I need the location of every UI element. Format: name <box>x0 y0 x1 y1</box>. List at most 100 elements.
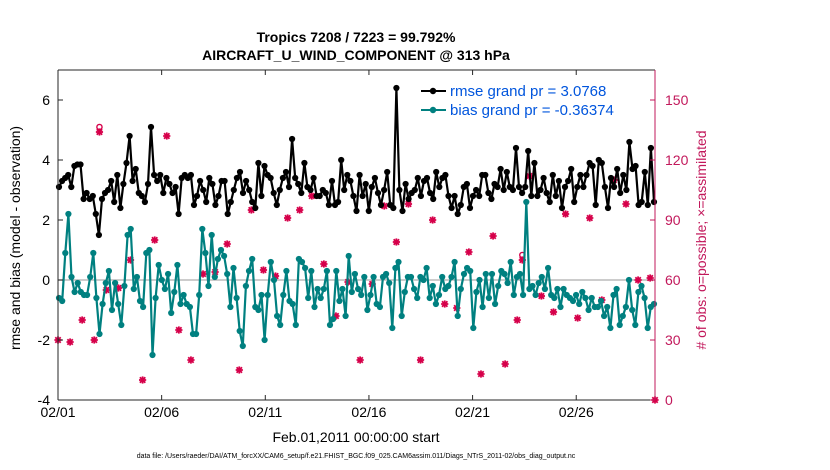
rmse-point <box>500 186 507 194</box>
obs-marker <box>501 360 509 368</box>
rmse-point <box>617 189 624 197</box>
bias-point <box>339 285 346 293</box>
obs-marker <box>356 356 364 364</box>
obs-marker <box>634 276 642 284</box>
rmse-point <box>509 186 516 194</box>
rmse-point <box>565 177 572 185</box>
obs-possible-circle <box>96 123 103 131</box>
bias-point <box>227 303 234 311</box>
bias-point <box>361 273 368 281</box>
rmse-point <box>414 174 421 182</box>
rmse-point <box>347 177 354 185</box>
bias-point <box>386 279 393 287</box>
bias-point <box>569 297 577 305</box>
bias-point <box>470 324 477 332</box>
rmse-point <box>227 198 234 206</box>
rmse-point <box>341 186 348 194</box>
rmse-point <box>123 159 130 167</box>
rmse-point <box>485 189 492 197</box>
obs-marker <box>513 316 521 324</box>
bias-point <box>448 273 455 281</box>
bias-point <box>152 294 159 302</box>
rmse-point <box>632 162 639 170</box>
bias-point <box>96 330 103 338</box>
bias-point <box>635 288 642 296</box>
rmse-point <box>454 210 461 218</box>
bias-point <box>516 270 524 278</box>
bias-point <box>479 303 486 311</box>
bias-point <box>211 273 218 281</box>
rmse-point <box>77 161 84 168</box>
obs-marker <box>646 274 654 282</box>
rmse-point <box>190 201 198 209</box>
bias-point <box>454 312 461 320</box>
bias-point <box>267 258 274 266</box>
bias-point <box>305 294 312 302</box>
y-axis-label-left: rmse and bias (model - observation) <box>7 126 23 350</box>
rmse-point <box>417 192 424 200</box>
bias-point <box>607 324 614 332</box>
rmse-point <box>322 189 329 197</box>
rmse-point <box>540 174 547 182</box>
obs-marker <box>429 216 437 224</box>
rmse-point <box>221 177 228 185</box>
bias-point <box>507 258 514 266</box>
bias-point <box>629 306 636 314</box>
rmse-point <box>371 174 378 182</box>
rmse-point <box>543 189 550 197</box>
rmse-point <box>552 192 559 200</box>
rmse-point <box>592 201 599 209</box>
rmse-point <box>230 186 237 194</box>
rmse-point <box>522 183 529 191</box>
bias-point <box>93 294 100 302</box>
bias-point <box>158 276 165 284</box>
rmse-point <box>423 174 431 182</box>
rmse-point <box>163 174 170 182</box>
bias-point <box>650 300 658 308</box>
bias-point <box>121 282 128 290</box>
rmse-point <box>405 195 412 203</box>
rmse-point <box>482 171 489 179</box>
bias-point <box>62 249 69 257</box>
rmse-point <box>365 207 372 215</box>
bias-point <box>407 273 415 281</box>
rmse-point <box>359 192 366 200</box>
rmse-point <box>154 177 161 185</box>
bias-point <box>342 312 349 320</box>
bias-point <box>317 294 324 302</box>
obs-marker <box>574 314 582 322</box>
rmse-point <box>255 159 262 167</box>
bias-point <box>585 306 592 314</box>
obs-marker <box>465 248 473 256</box>
bias-point <box>520 291 527 299</box>
bias-point <box>311 303 318 311</box>
y-tick-label: -4 <box>38 392 51 408</box>
bias-point <box>333 267 340 275</box>
rmse-point <box>402 180 409 188</box>
rmse-point <box>368 183 375 191</box>
bias-point <box>501 270 508 278</box>
rmse-point <box>381 186 388 194</box>
bias-point <box>445 282 452 290</box>
y-tick-label: -2 <box>38 332 51 348</box>
bias-point <box>217 246 225 254</box>
rmse-point <box>601 183 609 191</box>
bias-point <box>221 252 228 260</box>
bias-point <box>326 321 334 329</box>
bias-point <box>588 294 595 302</box>
bias-point <box>541 285 549 293</box>
x-ticks: 02/01 02/06 02/11 02/16 02/21 02/26 <box>40 70 594 420</box>
rmse-point <box>276 186 283 194</box>
rmse-point <box>172 183 179 191</box>
rmse-point <box>537 186 544 194</box>
bias-point <box>557 303 564 311</box>
rmse-point <box>215 192 222 200</box>
bias-point <box>392 264 399 272</box>
obs-marker <box>537 292 546 300</box>
rmse-point <box>604 204 612 212</box>
bias-point <box>230 264 237 272</box>
bias-point <box>573 291 580 299</box>
rmse-point <box>166 180 173 188</box>
rmse-point <box>457 201 464 209</box>
